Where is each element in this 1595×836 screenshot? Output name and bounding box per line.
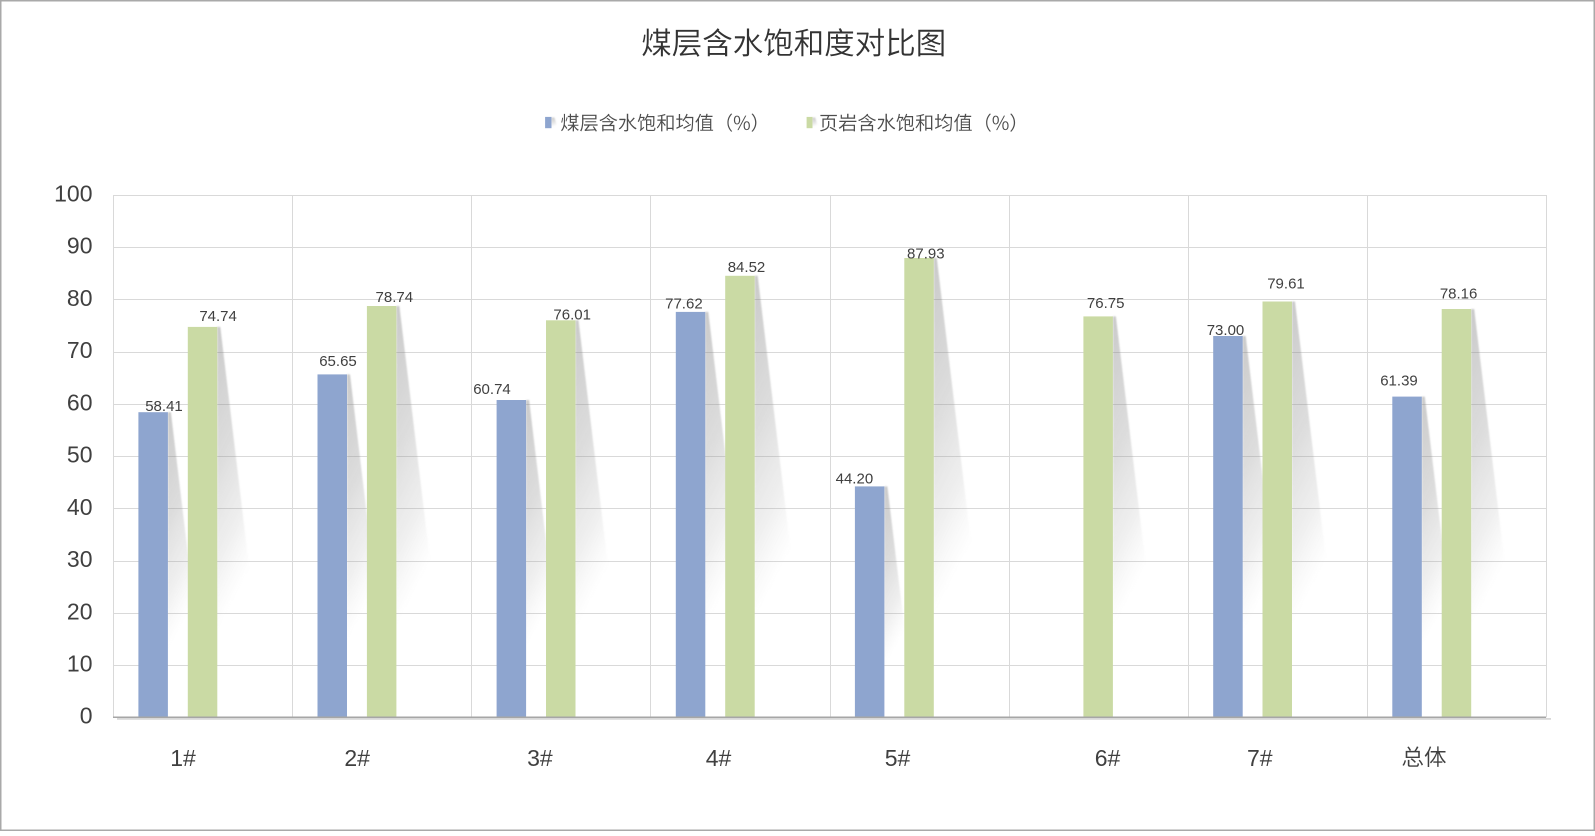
svg-text:87.93: 87.93 — [907, 246, 945, 263]
svg-text:74.74: 74.74 — [199, 308, 237, 325]
svg-text:76.01: 76.01 — [553, 306, 591, 323]
svg-text:84.52: 84.52 — [728, 259, 766, 276]
svg-text:100: 100 — [54, 181, 92, 207]
svg-text:80: 80 — [67, 285, 93, 311]
svg-text:2#: 2# — [344, 745, 370, 771]
svg-text:4#: 4# — [706, 745, 732, 771]
svg-text:90: 90 — [67, 233, 93, 259]
svg-text:70: 70 — [67, 337, 93, 363]
svg-text:58.41: 58.41 — [145, 398, 183, 415]
svg-text:5#: 5# — [885, 745, 911, 771]
svg-text:60.74: 60.74 — [473, 381, 511, 398]
svg-text:40: 40 — [67, 494, 93, 520]
svg-text:65.65: 65.65 — [319, 353, 357, 370]
svg-text:44.20: 44.20 — [836, 471, 874, 488]
svg-text:1#: 1# — [170, 745, 196, 771]
svg-text:78.16: 78.16 — [1440, 285, 1478, 302]
svg-text:73.00: 73.00 — [1207, 322, 1245, 339]
svg-text:6#: 6# — [1095, 745, 1121, 771]
svg-text:78.74: 78.74 — [376, 289, 414, 306]
svg-text:50: 50 — [67, 442, 93, 468]
svg-text:61.39: 61.39 — [1380, 372, 1418, 389]
svg-text:76.75: 76.75 — [1087, 295, 1125, 312]
svg-text:77.62: 77.62 — [665, 296, 703, 313]
svg-text:79.61: 79.61 — [1267, 275, 1305, 292]
svg-text:3#: 3# — [527, 745, 553, 771]
svg-text:10: 10 — [67, 651, 93, 677]
svg-text:20: 20 — [67, 598, 93, 624]
svg-text:60: 60 — [67, 389, 93, 415]
svg-text:0: 0 — [80, 703, 93, 729]
svg-text:30: 30 — [67, 546, 93, 572]
svg-text:7#: 7# — [1247, 745, 1273, 771]
